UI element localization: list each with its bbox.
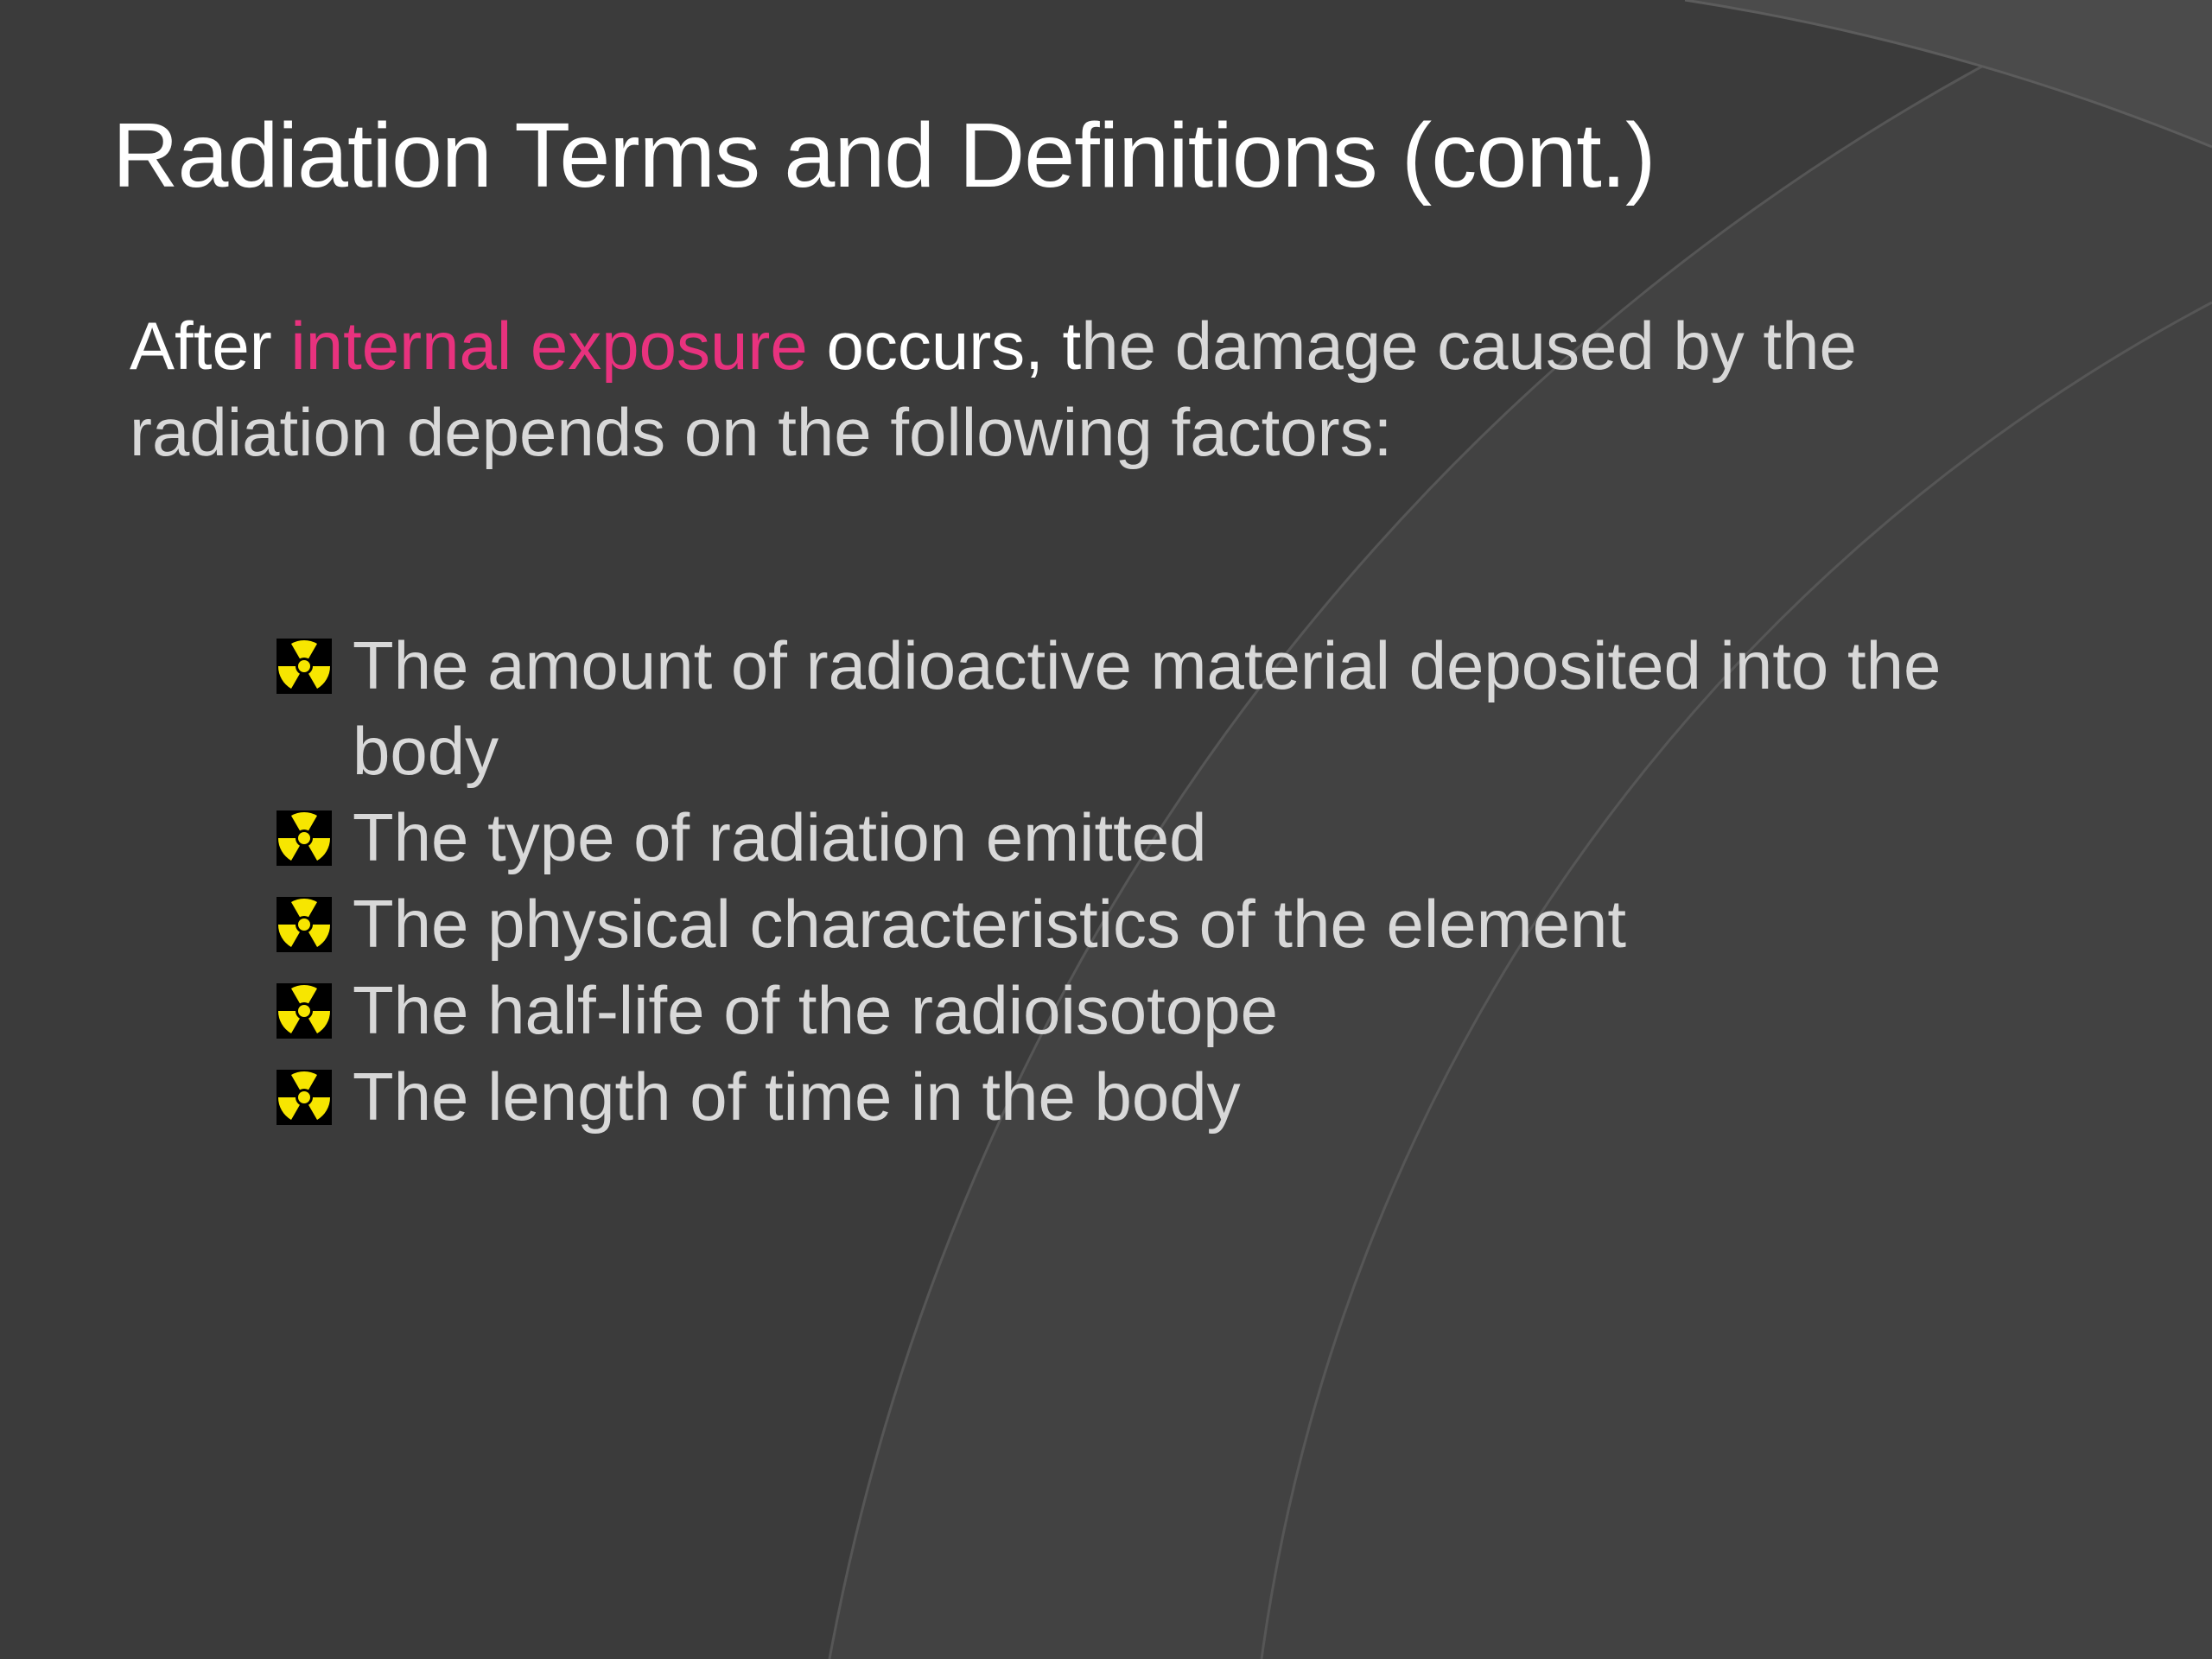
intro-highlight: internal exposure	[290, 308, 807, 384]
intro-text: After internal exposure occurs, the dama…	[130, 303, 2091, 476]
list-item: The type of radiation emitted	[276, 795, 1987, 881]
slide-title: Radiation Terms and Definitions (cont.)	[112, 104, 2091, 208]
radiation-trefoil-icon	[276, 1070, 332, 1125]
radiation-trefoil-icon	[276, 983, 332, 1039]
intro-prefix: After	[130, 308, 290, 384]
bullet-text: The type of radiation emitted	[353, 795, 1987, 881]
bullet-text: The amount of radioactive material depos…	[353, 623, 1987, 796]
list-item: The physical characteristics of the elem…	[276, 881, 1987, 968]
radiation-trefoil-icon	[276, 810, 332, 866]
list-item: The amount of radioactive material depos…	[276, 623, 1987, 796]
intro-mid: occurs, t	[808, 308, 1081, 384]
slide: Radiation Terms and Definitions (cont.) …	[0, 0, 2212, 1659]
radiation-trefoil-icon	[276, 639, 332, 694]
bullet-list: The amount of radioactive material depos…	[276, 623, 1987, 1141]
radiation-trefoil-icon	[276, 897, 332, 952]
bullet-text: The physical characteristics of the elem…	[353, 881, 1987, 968]
list-item: The half-life of the radioisotope	[276, 968, 1987, 1054]
bullet-text: The length of time in the body	[353, 1054, 1987, 1141]
bullet-text: The half-life of the radioisotope	[353, 968, 1987, 1054]
list-item: The length of time in the body	[276, 1054, 1987, 1141]
